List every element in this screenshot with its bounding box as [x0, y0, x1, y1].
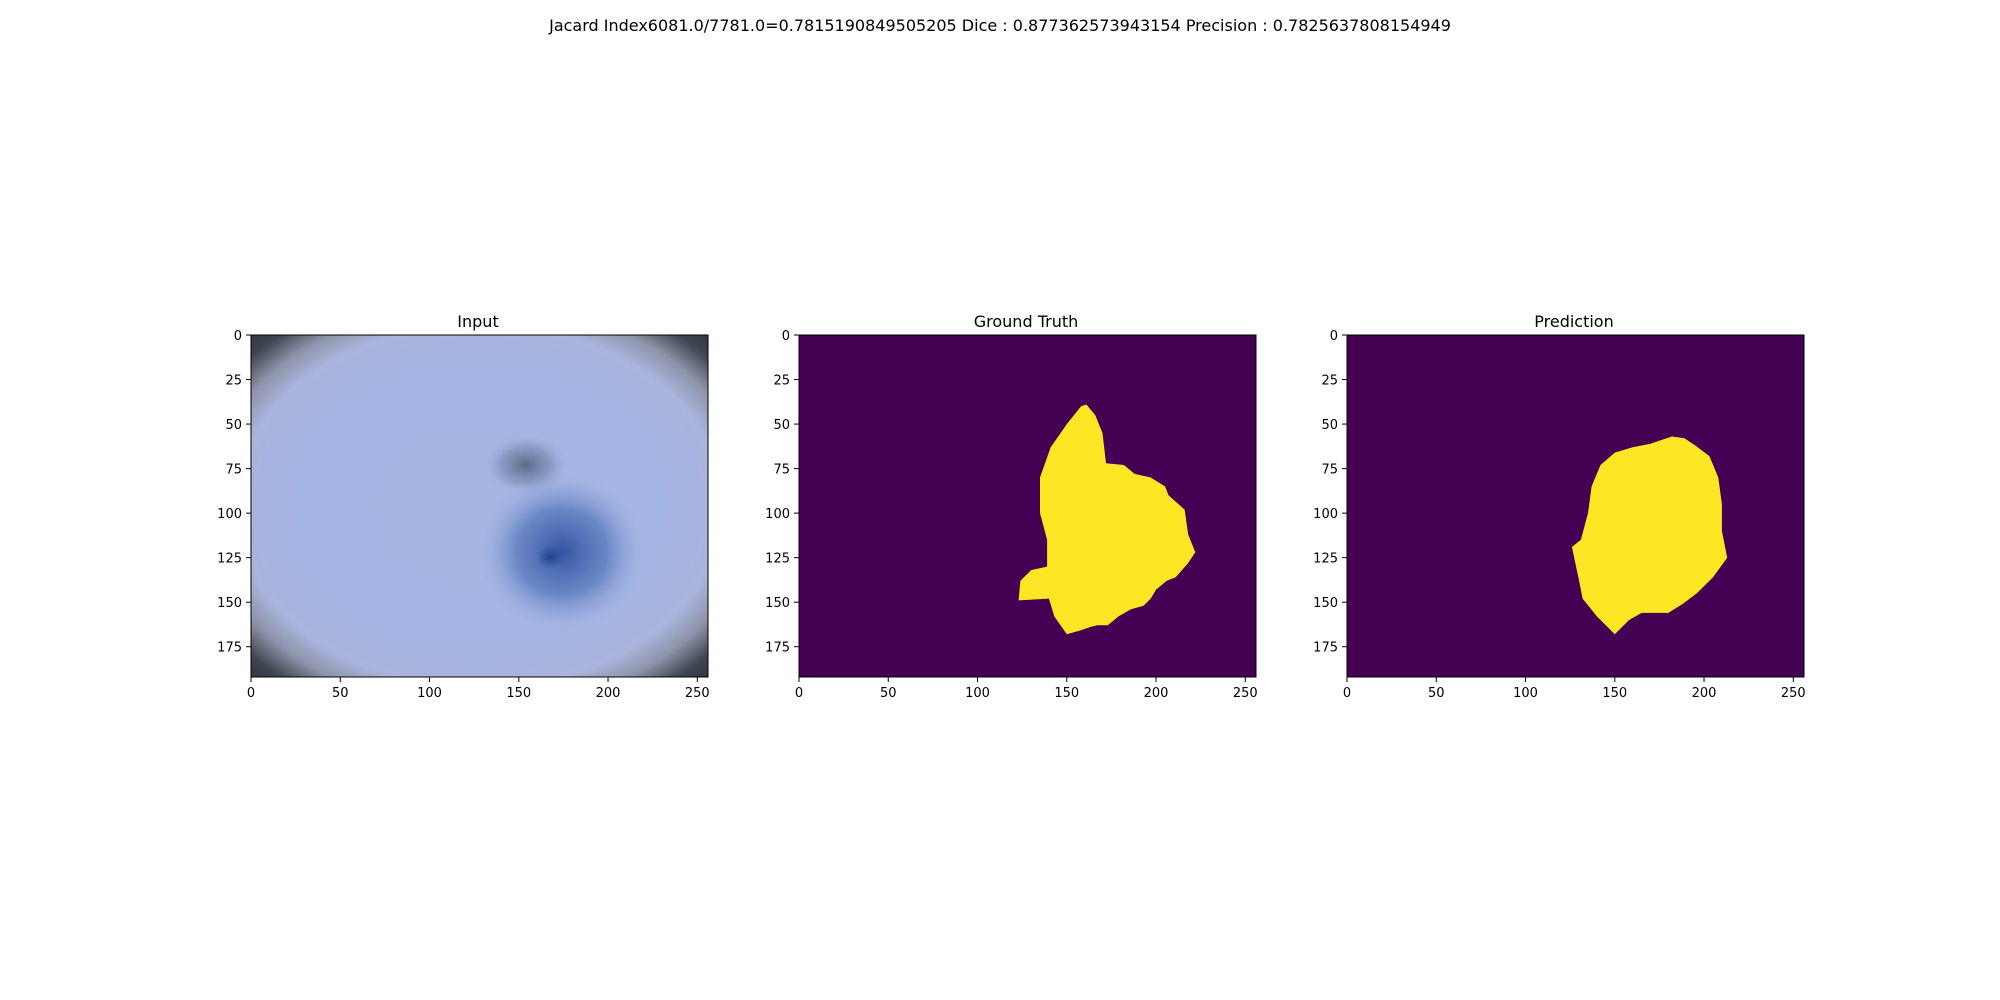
input-image	[251, 335, 708, 677]
axes-frame	[250, 334, 709, 678]
panel-title-ground-truth: Ground Truth	[974, 312, 1079, 331]
x-tick-label: 0	[1343, 686, 1351, 701]
x-tick-label: 200	[596, 686, 621, 701]
x-tick-label: 100	[1513, 686, 1538, 701]
x-tick-label: 50	[1428, 686, 1445, 701]
y-tick-label: 175	[1313, 641, 1338, 656]
y-tick-label: 150	[1313, 596, 1338, 611]
x-tick-label: 50	[880, 686, 897, 701]
panel-ground-truth: Ground Truth 0 50 100 150 200 250 0 25 50 75 100 12…	[765, 312, 1258, 701]
x-tick-label: 150	[1054, 686, 1079, 701]
y-tick-label: 100	[1313, 507, 1338, 522]
axes-frame	[798, 334, 1257, 678]
y-tick-label: 50	[773, 418, 790, 433]
y-tick-label: 175	[217, 641, 242, 656]
axes-prediction: 0 50 100 150 200 250 0 25 50 75 100 125 150 175	[1313, 329, 1806, 701]
panel-input: Input 0 50 100 150 200 250 0 25 50 75 100 125 150 175	[217, 312, 710, 701]
x-tick-label: 150	[506, 686, 531, 701]
y-tick-label: 75	[1321, 463, 1338, 478]
y-tick-label: 125	[217, 552, 242, 567]
x-tick-label: 200	[1692, 686, 1717, 701]
y-tick-label: 150	[765, 596, 790, 611]
y-tick-label: 50	[225, 418, 242, 433]
x-tick-label: 150	[1602, 686, 1627, 701]
x-tick-label: 250	[685, 686, 710, 701]
y-tick-label: 125	[765, 552, 790, 567]
x-tick-label: 0	[795, 686, 803, 701]
axes-frame	[1346, 334, 1805, 678]
y-tick-label: 75	[773, 463, 790, 478]
y-tick-label: 100	[217, 507, 242, 522]
mask-region-prediction	[1571, 436, 1728, 635]
axes-ground-truth: 0 50 100 150 200 250 0 25 50 75 100 125 150 175	[765, 329, 1258, 701]
x-tick-label: 250	[1781, 686, 1806, 701]
mask-background-prediction	[1347, 335, 1804, 677]
y-tick-label: 150	[217, 596, 242, 611]
y-tick-label: 0	[234, 329, 242, 344]
y-tick-label: 25	[225, 374, 242, 389]
panel-title-prediction: Prediction	[1534, 312, 1613, 331]
panel-prediction: Prediction 0 50 100 150 200 250 0 25 50 75 100 125 1…	[1313, 312, 1806, 701]
y-tick-label: 100	[765, 507, 790, 522]
mask-background-ground-truth	[799, 335, 1256, 677]
input-image-skin	[251, 335, 708, 677]
axes-input: 0 50 100 150 200 250 0 25 50 75 100 125 150 175	[217, 329, 710, 701]
panel-title-input: Input	[457, 312, 498, 331]
y-tick-label: 25	[773, 374, 790, 389]
x-tick-label: 250	[1233, 686, 1258, 701]
y-tick-label: 125	[1313, 552, 1338, 567]
y-tick-label: 0	[1330, 329, 1338, 344]
y-tick-label: 50	[1321, 418, 1338, 433]
mask-region-ground-truth	[1018, 404, 1196, 635]
input-image-lesion-core	[536, 545, 564, 569]
y-tick-label: 75	[225, 463, 242, 478]
y-tick-label: 0	[782, 329, 790, 344]
x-tick-label: 50	[332, 686, 349, 701]
x-tick-label: 0	[247, 686, 255, 701]
figure-suptitle: Jacard Index6081.0/7781.0=0.781519084950…	[548, 16, 1451, 35]
y-tick-label: 175	[765, 641, 790, 656]
y-tick-label: 25	[1321, 374, 1338, 389]
x-tick-label: 100	[965, 686, 990, 701]
x-tick-label: 200	[1144, 686, 1169, 701]
x-tick-label: 100	[417, 686, 442, 701]
